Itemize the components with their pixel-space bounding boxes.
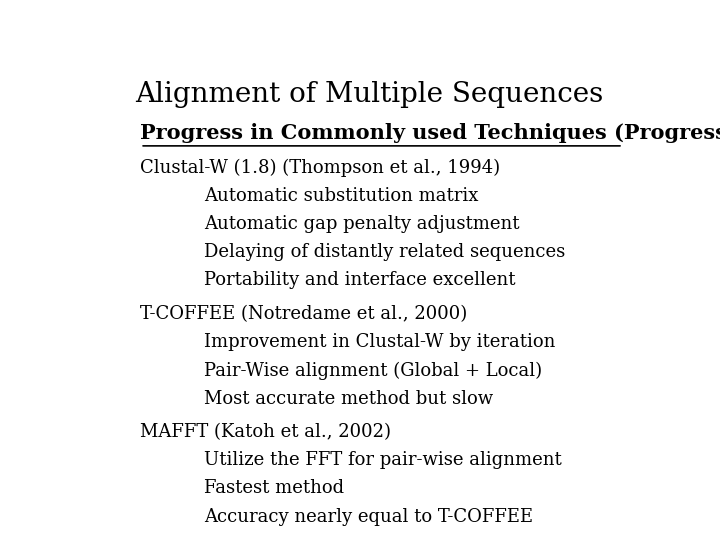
Text: Utilize the FFT for pair-wise alignment: Utilize the FFT for pair-wise alignment xyxy=(204,451,562,469)
Text: Most accurate method but slow: Most accurate method but slow xyxy=(204,389,493,408)
Text: Automatic substitution matrix: Automatic substitution matrix xyxy=(204,187,479,205)
Text: T-COFFEE (Notredame et al., 2000): T-COFFEE (Notredame et al., 2000) xyxy=(140,305,467,323)
Text: Progress in Commonly used Techniques (Progressive): Progress in Commonly used Techniques (Pr… xyxy=(140,123,720,143)
Text: Alignment of Multiple Sequences: Alignment of Multiple Sequences xyxy=(135,82,603,109)
Text: Pair-Wise alignment (Global + Local): Pair-Wise alignment (Global + Local) xyxy=(204,361,542,380)
Text: Clustal-W (1.8) (Thompson et al., 1994): Clustal-W (1.8) (Thompson et al., 1994) xyxy=(140,158,500,177)
Text: Accuracy nearly equal to T-COFFEE: Accuracy nearly equal to T-COFFEE xyxy=(204,508,534,525)
Text: Delaying of distantly related sequences: Delaying of distantly related sequences xyxy=(204,243,566,261)
Text: Improvement in Clustal-W by iteration: Improvement in Clustal-W by iteration xyxy=(204,333,556,351)
Text: Automatic gap penalty adjustment: Automatic gap penalty adjustment xyxy=(204,215,520,233)
Text: Portability and interface excellent: Portability and interface excellent xyxy=(204,272,516,289)
Text: Fastest method: Fastest method xyxy=(204,480,344,497)
Text: MAFFT (Katoh et al., 2002): MAFFT (Katoh et al., 2002) xyxy=(140,423,391,441)
